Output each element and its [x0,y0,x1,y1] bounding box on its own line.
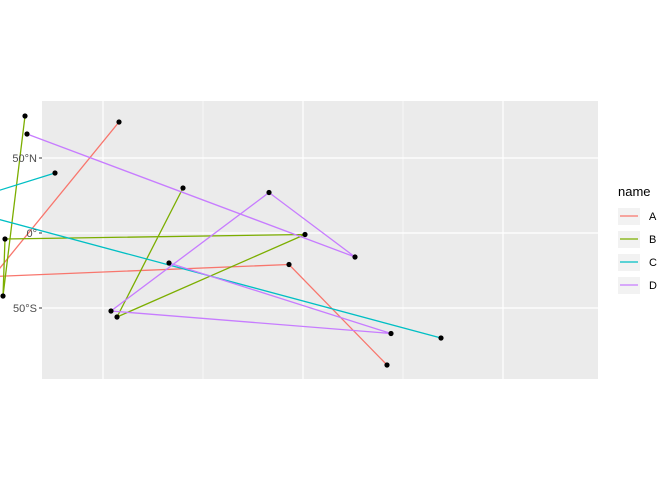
y-tick-label: 50°S [13,303,37,315]
data-point-B [0,293,6,299]
legend-label-D: D [649,280,657,292]
data-point-A [116,119,122,125]
series-line-B [2,115,306,319]
data-point-A [384,362,390,368]
data-point-A [286,261,292,268]
data-point-D [166,260,172,266]
series-lines [0,115,442,366]
y-tick-label: 0° [26,228,37,240]
legend-label-B: B [649,234,656,246]
plot-panel [42,101,598,379]
series-line-D [26,133,392,335]
data-point-C [52,170,58,176]
y-axis: 50°N 0° 50°S [12,153,42,315]
data-point-D [352,254,358,260]
series-line-C [0,172,442,339]
data-point-B [302,231,308,238]
data-point-D [24,131,30,137]
minor-gridlines [202,101,404,379]
y-tick-label: 50°N [12,153,37,165]
legend-label-C: C [649,257,657,269]
data-point-B [114,314,120,320]
data-point-D [388,330,394,337]
data-point-C [438,335,444,341]
data-point-D [108,308,114,314]
data-point-B [22,113,28,119]
data-point-D [266,189,272,196]
data-points [0,113,444,368]
major-gridlines [42,101,598,379]
legend-title: name [618,184,651,199]
legend-label-A: A [649,211,657,223]
data-point-B [180,185,186,191]
data-point-B [2,236,8,242]
